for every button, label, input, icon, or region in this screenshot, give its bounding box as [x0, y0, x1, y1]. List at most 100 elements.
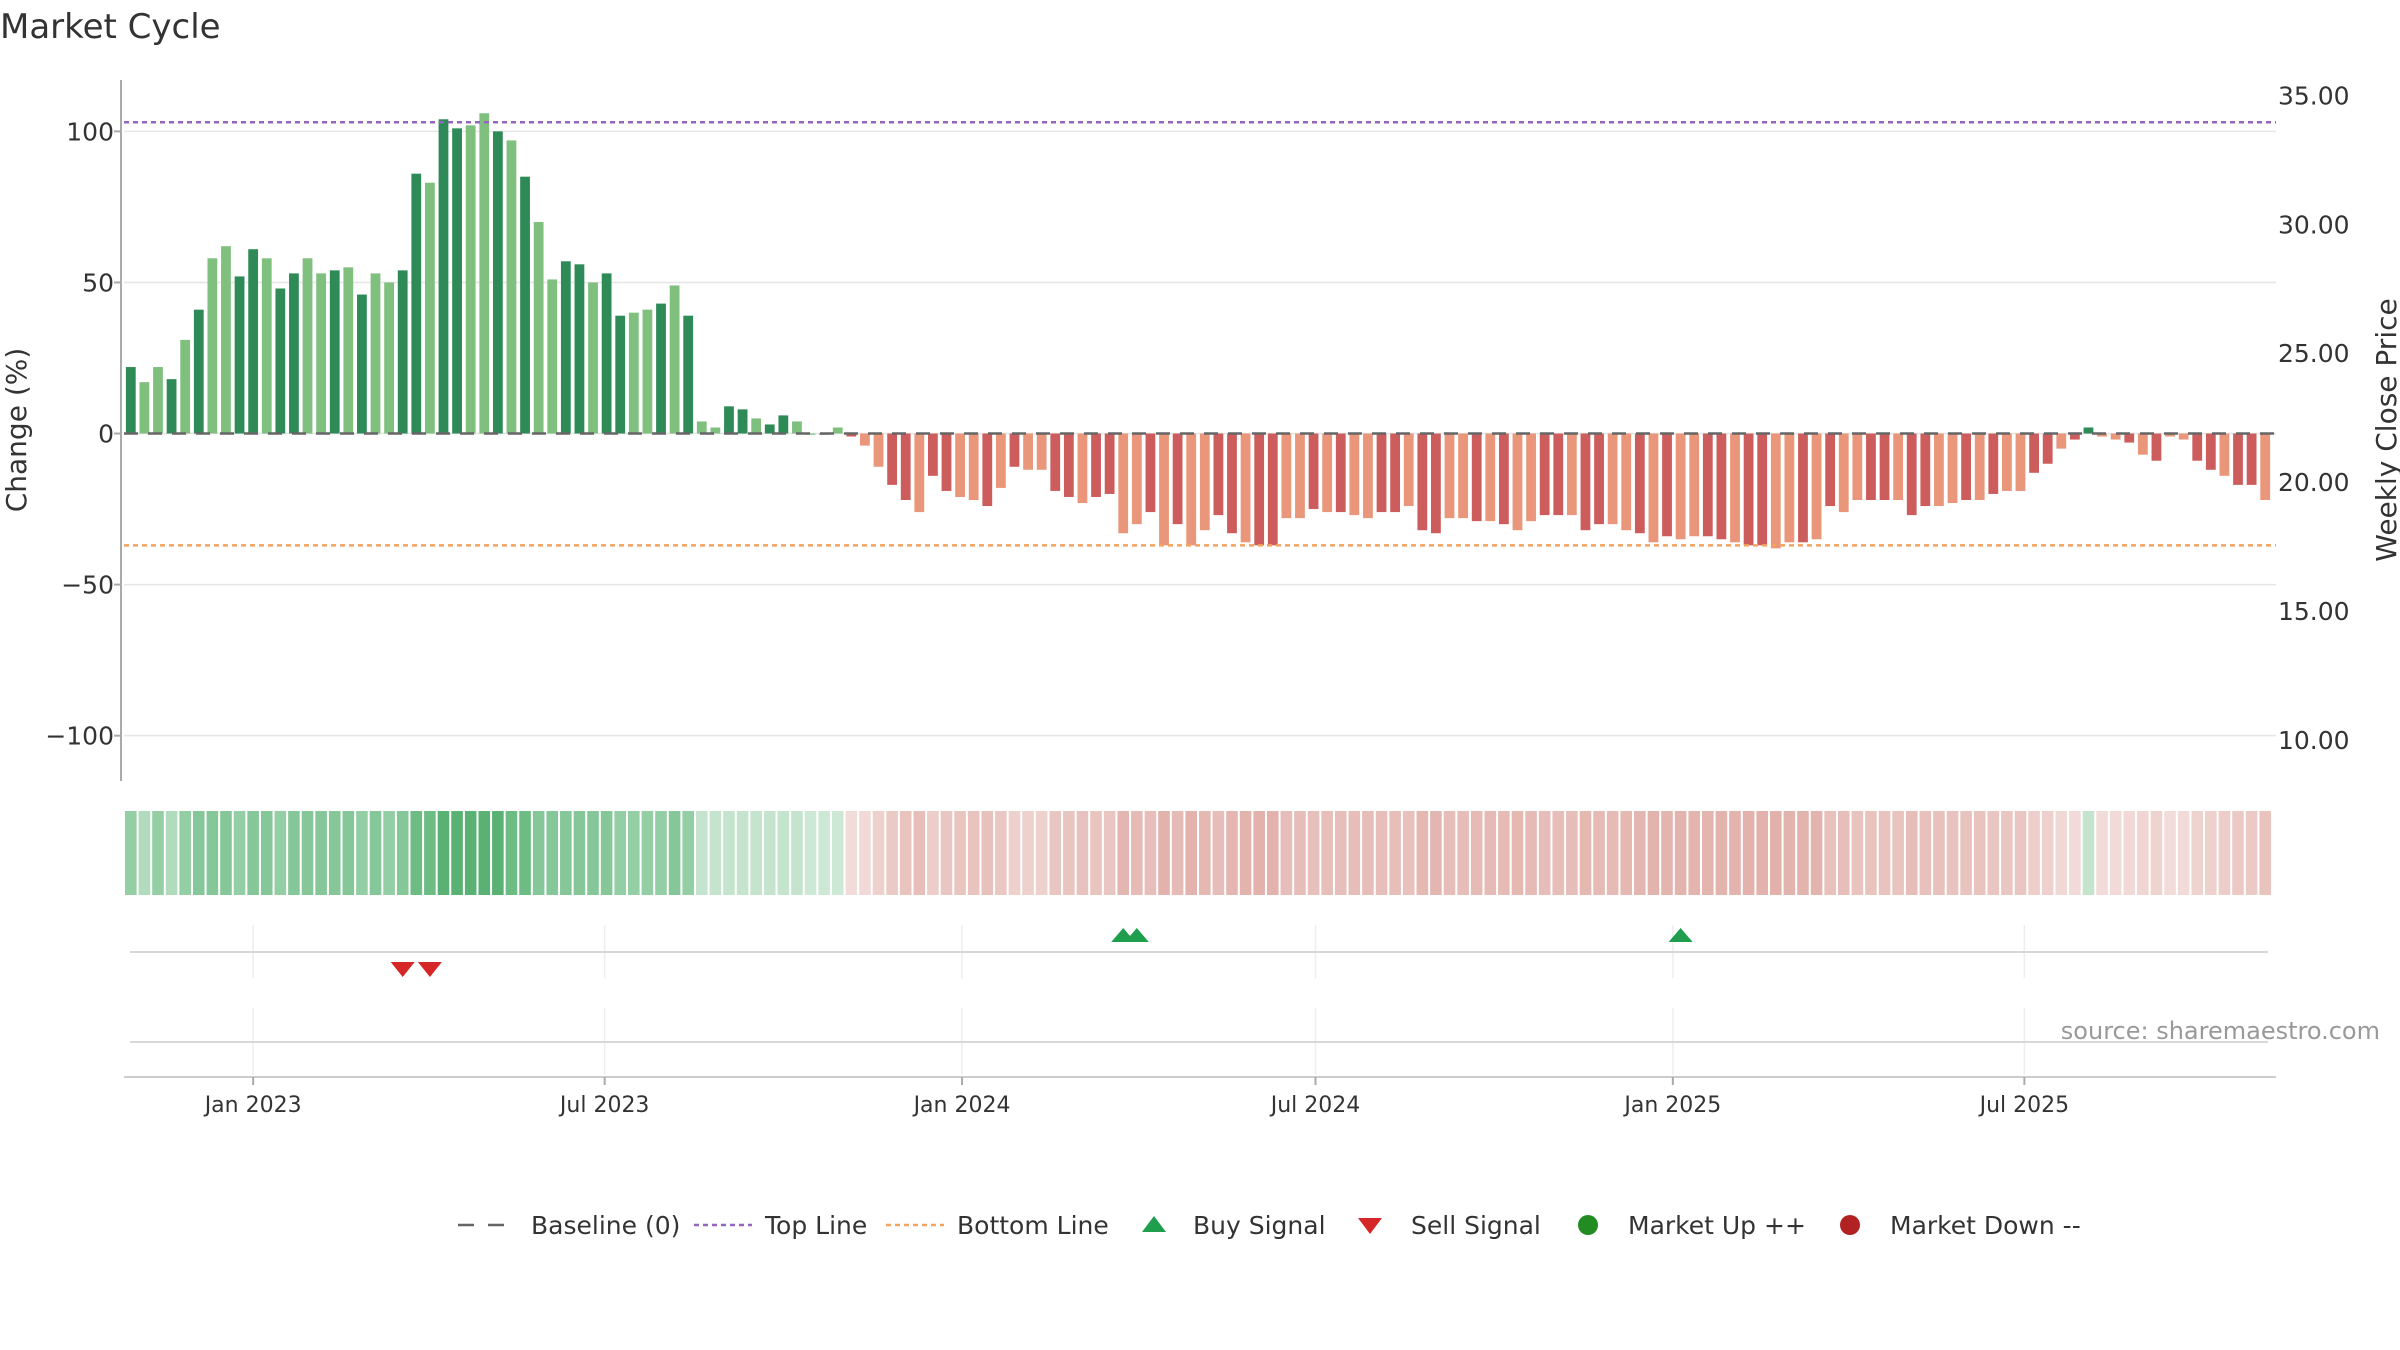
- heat-strip-cell: [641, 811, 654, 895]
- heat-strip-cell: [410, 811, 423, 895]
- change-bar: [302, 258, 313, 434]
- heat-strip-cell: [655, 811, 667, 895]
- change-bar: [1988, 433, 1999, 494]
- heat-strip-cell: [1756, 811, 1768, 895]
- heat-strip-cell: [1266, 811, 1279, 895]
- heat-strip-cell: [165, 811, 178, 895]
- heat-strip-cell: [1280, 811, 1293, 895]
- change-bar: [1213, 433, 1224, 516]
- heat-strip-cell: [981, 811, 994, 895]
- change-bar: [1485, 433, 1496, 522]
- change-bar: [900, 433, 911, 500]
- change-bar: [642, 309, 653, 434]
- heat-strip-cell: [1430, 811, 1442, 895]
- change-bar: [438, 119, 449, 434]
- change-bar: [1621, 433, 1632, 531]
- heat-strip-cell: [1865, 811, 1877, 895]
- change-bar: [1403, 433, 1414, 507]
- heat-strip-cell: [2245, 811, 2258, 895]
- heat-strip-cell: [1389, 811, 1401, 895]
- legend-label: Top Line: [764, 1211, 867, 1240]
- heat-strip-cell: [2164, 811, 2176, 895]
- heat-strip-cell: [505, 811, 518, 895]
- heat-strip-cell: [1185, 811, 1197, 895]
- heat-strip-cell: [1892, 811, 1904, 895]
- change-bar: [1363, 433, 1373, 519]
- heat-strip-cell: [628, 811, 640, 895]
- heat-strip-cell: [478, 811, 491, 895]
- heat-strip-cell: [1987, 811, 2000, 895]
- heat-strip-cell: [967, 811, 980, 895]
- change-bar: [492, 131, 503, 434]
- change-bar: [696, 421, 707, 434]
- legend-item: Baseline (0): [458, 1211, 680, 1240]
- change-bar: [2233, 433, 2243, 485]
- heat-strip-cell: [383, 811, 395, 895]
- heat-strip-cell: [2123, 811, 2136, 895]
- change-bar: [1920, 433, 1931, 507]
- heat-strip-cell: [369, 811, 382, 895]
- legend-item: Top Line: [694, 1211, 867, 1240]
- source-label: source: sharemaestro.com: [2061, 1017, 2380, 1045]
- heat-strip-cell: [1022, 811, 1034, 895]
- heat-strip-cell: [1375, 811, 1388, 895]
- heat-strip-cell: [831, 811, 844, 895]
- change-bar: [424, 182, 435, 434]
- heat-strip-cell: [668, 811, 681, 895]
- heat-strip-cell: [424, 811, 436, 895]
- heat-strip-cell: [560, 811, 572, 895]
- heat-strip-cell: [247, 811, 259, 895]
- heat-strip-cell: [709, 811, 722, 895]
- x-tick-label: Jul 2025: [1978, 1093, 2070, 1118]
- heat-strip-cell: [2150, 811, 2163, 895]
- heat-strip-cell: [233, 811, 246, 895]
- change-bar: [1308, 433, 1319, 510]
- y-tick-label: −100: [45, 722, 114, 751]
- heat-strip-cell: [2177, 811, 2190, 895]
- heat-strip-cell: [587, 811, 599, 895]
- heat-strip-cell: [1919, 811, 1932, 895]
- heat-strip-cell: [1715, 811, 1728, 895]
- heat-strip-cell: [1946, 811, 1959, 895]
- heat-strip-cell: [1144, 811, 1157, 895]
- y2-tick-label: 30.00: [2278, 210, 2350, 239]
- change-bar: [533, 222, 544, 434]
- change-bar: [764, 424, 775, 434]
- change-bar: [846, 433, 857, 437]
- change-bar: [1009, 433, 1020, 467]
- heat-strip-cell: [464, 811, 477, 895]
- change-bar: [1838, 433, 1849, 513]
- heat-strip-cell: [2218, 811, 2231, 895]
- heat-strip-cell: [451, 811, 463, 895]
- x-tick-label: Jan 2025: [1622, 1093, 1721, 1118]
- heat-strip-cell: [2082, 811, 2095, 895]
- change-bar: [1634, 433, 1645, 534]
- change-bar: [506, 140, 517, 434]
- change-bar: [995, 433, 1006, 488]
- heat-strip-cell: [1579, 811, 1592, 895]
- legend-label: Buy Signal: [1193, 1211, 1326, 1240]
- heat-strip-cell: [1035, 811, 1048, 895]
- change-bar: [1267, 433, 1278, 546]
- change-bar: [153, 367, 163, 434]
- change-bar: [1662, 433, 1672, 537]
- heat-strip-cell: [1253, 811, 1265, 895]
- change-bar: [1431, 433, 1441, 534]
- heat-strip-cell: [546, 811, 559, 895]
- heat-strip-cell: [2041, 811, 2054, 895]
- change-bar: [2205, 433, 2216, 470]
- change-bar: [955, 433, 965, 497]
- chart-title: Market Cycle: [0, 7, 221, 47]
- heat-strip-cell: [1851, 811, 1864, 895]
- heat-strip-cell: [1688, 811, 1701, 895]
- legend-item: Sell Signal: [1358, 1211, 1541, 1240]
- heat-strip-cell: [1158, 811, 1170, 895]
- change-bar: [1063, 433, 1074, 497]
- y2-tick-label: 20.00: [2278, 468, 2350, 497]
- change-bar: [805, 433, 816, 435]
- change-bar: [2097, 433, 2107, 437]
- legend-label: Bottom Line: [957, 1211, 1109, 1240]
- change-bar: [1091, 433, 1101, 497]
- heat-strip-cell: [763, 811, 776, 895]
- change-bar: [193, 309, 204, 434]
